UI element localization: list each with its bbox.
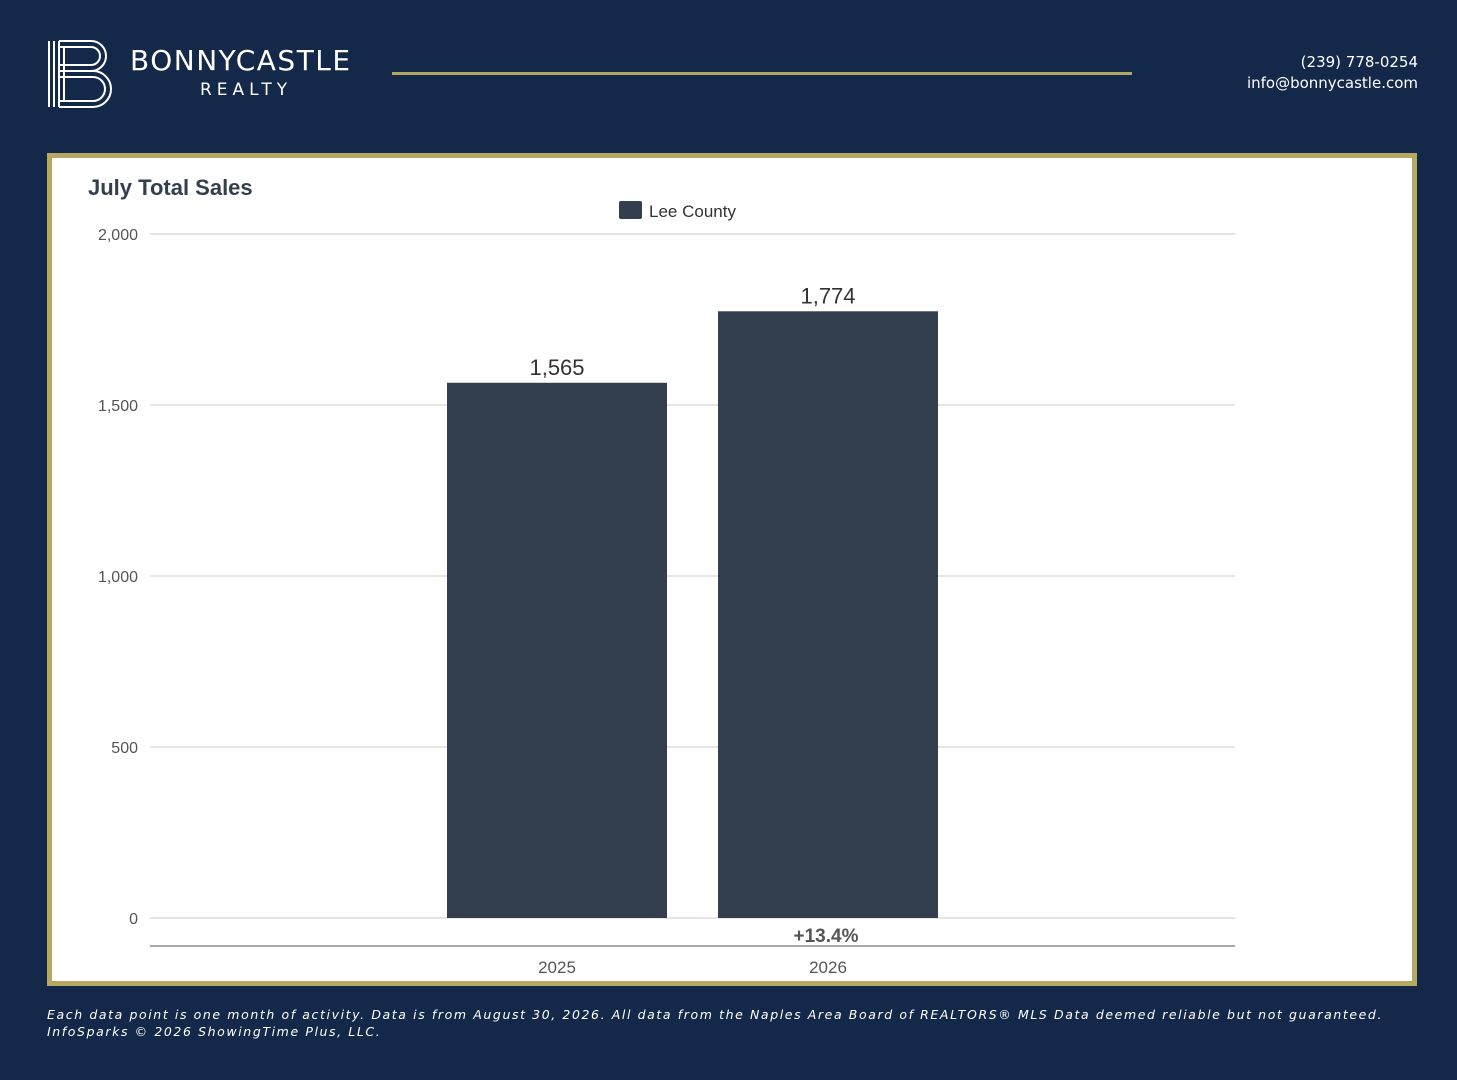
y-tick-label: 0 [129,911,138,928]
x-tick-label: 2025 [538,958,576,977]
contact-block: (239) 778-0254 info@bonnycastle.com [1247,52,1418,94]
legend: Lee County [619,201,736,221]
y-tick-label: 500 [111,740,138,757]
footer-line-2: InfoSparks © 2026 ShowingTime Plus, LLC. [47,1024,382,1039]
data-label: 1,774 [800,283,855,308]
x-axis-ticks: 2025 2026 [538,958,847,977]
chart-title: July Total Sales [88,175,253,200]
footer-line-1: Each data point is one month of activity… [47,1007,1384,1022]
bonnycastle-logo-icon [48,40,112,108]
page-header: BONNYCASTLE REALTY (239) 778-0254 info@b… [0,0,1457,140]
bar-chart: July Total Sales Lee County 0 500 1,000 1,5… [88,175,1235,977]
bar [447,382,667,918]
phone-number[interactable]: (239) 778-0254 [1300,53,1418,71]
legend-label: Lee County [649,202,736,221]
brand-subtitle: REALTY [200,80,293,100]
gridlines [150,233,1235,919]
header-divider [392,72,1132,75]
brand-name: BONNYCASTLE [130,44,352,77]
email-address[interactable]: info@bonnycastle.com [1246,74,1418,92]
bar [718,311,938,918]
data-labels: 1,565 1,774 [529,283,855,379]
y-tick-label: 2,000 [98,227,138,244]
chart-panel: July Total Sales Lee County 0 500 1,000 1,5… [47,153,1417,986]
x-tick-label: 2026 [809,958,847,977]
y-tick-label: 1,000 [98,569,138,586]
percent-change-label: +13.4% [794,926,859,947]
legend-swatch [619,201,642,219]
y-tick-label: 1,500 [98,398,138,415]
footer-disclaimer: Each data point is one month of activity… [47,1006,1427,1040]
bars [447,311,938,918]
y-axis-ticks: 0 500 1,000 1,500 2,000 [98,227,138,928]
data-label: 1,565 [529,355,584,380]
